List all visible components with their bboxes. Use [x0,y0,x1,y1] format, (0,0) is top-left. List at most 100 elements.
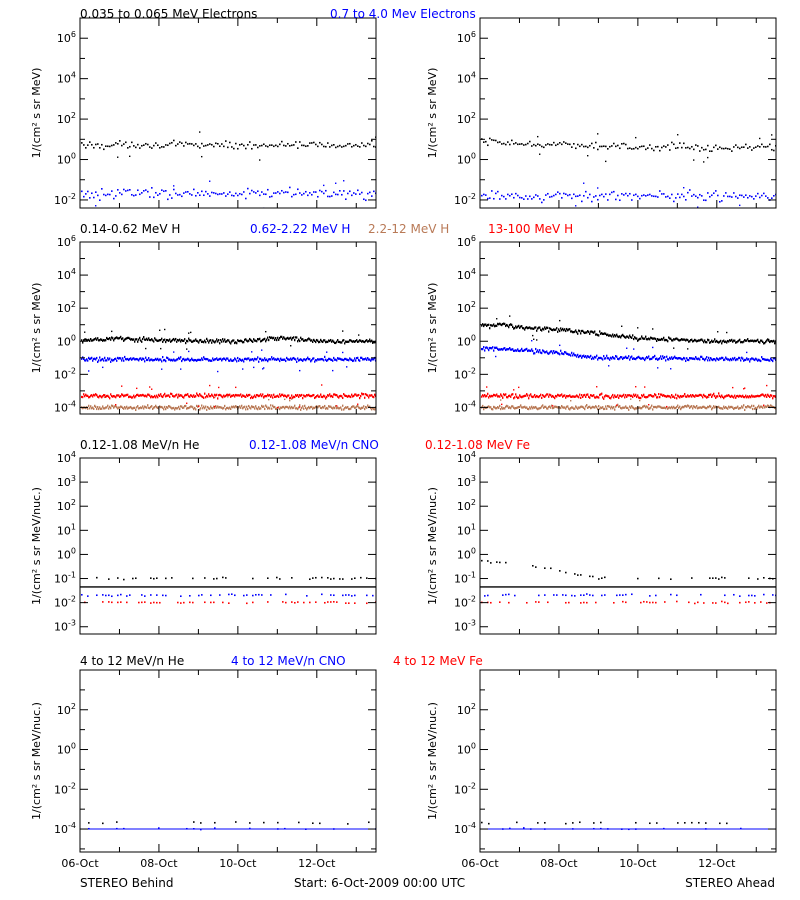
data-point-outlier [771,134,773,136]
data-point-outlier [532,334,534,337]
data-point [637,356,639,359]
data-point [125,407,127,410]
data-point [495,407,497,410]
data-point-outlier [199,131,201,133]
data-point [87,595,89,597]
data-point [561,197,563,199]
data-point [765,405,767,408]
data-point [367,404,369,407]
data-point [321,395,323,398]
data-point [706,396,708,399]
data-point [327,577,329,579]
data-point [296,360,298,363]
data-point [282,358,284,361]
data-point [682,338,684,341]
data-point [757,145,759,147]
data-point [184,394,186,397]
data-point [335,405,337,408]
data-point [486,394,488,398]
data-point [294,395,296,399]
data-point [184,359,186,362]
data-point [319,141,321,144]
data-point [249,192,251,195]
data-point [126,405,128,408]
data-point [714,358,716,361]
data-point [538,601,540,603]
data-point [100,338,102,341]
data-point [753,358,755,361]
data-point [545,327,547,330]
data-point [103,338,105,342]
y-axis-label: 1/(cm² s sr MeV) [426,283,439,374]
data-point [582,405,584,409]
data-point [648,394,650,397]
data-point [283,358,285,361]
data-point [661,406,663,409]
data-point [211,393,213,396]
data-point [718,578,720,580]
data-point [330,338,332,342]
data-point [347,405,349,409]
data-point [639,356,641,360]
data-point [530,327,532,330]
data-point [353,340,355,343]
data-point [500,393,502,396]
data-point [168,394,170,397]
data-point [107,337,109,341]
data-point [122,357,124,360]
data-point [262,358,264,361]
data-point [683,356,685,360]
data-point [349,339,351,342]
data-point [246,602,248,605]
data-point [543,395,545,398]
data-point-outlier [186,402,188,404]
data-point [126,601,128,604]
data-point [83,339,85,342]
data-point [171,392,173,396]
data-point [651,147,653,150]
data-point-outlier [726,331,728,334]
data-point [297,393,299,397]
data-point [97,143,99,145]
data-point [161,337,163,340]
data-point [97,194,99,197]
data-point [216,338,218,341]
data-point [165,577,167,580]
data-point-outlier [145,347,147,350]
data-point [549,327,551,330]
data-point [675,356,677,360]
data-point [96,594,98,597]
data-point [530,349,532,353]
data-point [155,357,157,361]
data-point [323,359,325,362]
data-point [258,360,260,363]
data-point [725,395,727,398]
data-point [626,356,628,360]
data-point [614,394,616,397]
data-point [225,358,227,362]
data-point [768,394,770,397]
x-tick-label: 12-Oct [298,857,336,870]
data-point [725,192,727,194]
data-point [101,143,103,146]
data-point [590,330,592,333]
data-point [121,359,123,362]
data-point [593,822,595,824]
data-point [571,351,573,354]
data-point [338,396,340,399]
data-point [227,339,229,342]
data-point [163,146,165,148]
data-point [672,407,674,410]
data-point [747,405,749,408]
data-point [130,338,132,341]
data-point [223,406,225,410]
data-point [701,338,703,341]
data-point [325,397,327,400]
data-point [708,406,710,409]
data-point [182,406,184,410]
data-point [280,395,282,398]
data-point [633,407,635,410]
data-point [654,354,656,358]
data-point [229,191,231,193]
data-point [707,144,709,147]
